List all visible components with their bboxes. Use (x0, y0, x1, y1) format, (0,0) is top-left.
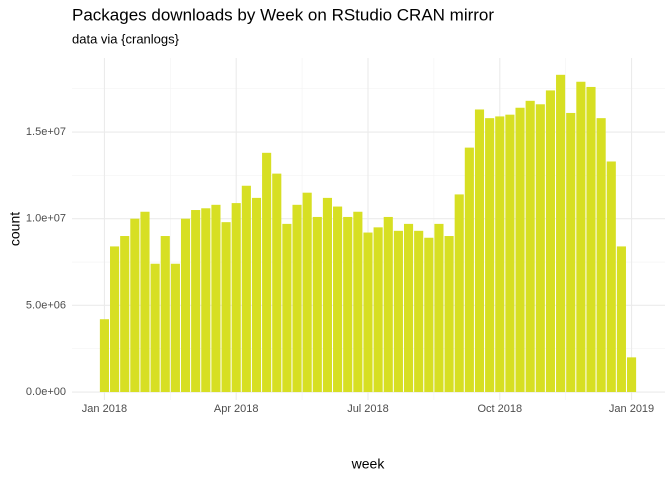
bar (282, 223, 292, 393)
bar (525, 100, 535, 393)
bar (596, 118, 606, 393)
bar (505, 114, 515, 393)
y-tick-label: 1.0e+07 (26, 213, 66, 225)
bar (586, 86, 596, 393)
bar (485, 118, 495, 393)
bar (150, 263, 160, 393)
bar (221, 222, 231, 393)
bar (373, 227, 383, 393)
bar (495, 116, 505, 393)
bar (444, 236, 454, 393)
bar (191, 210, 201, 393)
bar (160, 236, 170, 393)
bar (535, 104, 545, 393)
bar (606, 161, 616, 393)
bar (424, 237, 434, 393)
bar (211, 204, 221, 393)
bar (231, 203, 241, 393)
chart-subtitle: data via {cranlogs} (72, 31, 180, 46)
x-tick-label: Apr 2018 (214, 403, 259, 415)
bar (180, 218, 191, 393)
bar (201, 208, 211, 393)
bar (566, 112, 576, 393)
bar (251, 197, 262, 393)
bar (272, 173, 282, 393)
bar (110, 246, 120, 393)
bar (383, 216, 393, 393)
bar (140, 211, 150, 393)
bar (312, 216, 322, 393)
bar (170, 263, 180, 393)
bar (434, 223, 444, 393)
bar (414, 230, 424, 393)
bar (333, 206, 343, 393)
bar (292, 204, 302, 393)
bar (120, 236, 130, 393)
bar (626, 357, 637, 393)
y-tick-label: 1.5e+07 (26, 126, 66, 138)
bar (515, 107, 525, 393)
y-tick-label: 0.0e+00 (26, 386, 66, 398)
x-tick-label: Jul 2018 (347, 403, 389, 415)
x-tick-label: Jan 2018 (82, 403, 127, 415)
y-axis-title: count (7, 212, 23, 246)
bar (262, 152, 272, 393)
x-tick-label: Jan 2019 (609, 403, 654, 415)
bar (464, 147, 474, 393)
bar (302, 192, 312, 393)
chart-title: Packages downloads by Week on RStudio CR… (72, 5, 494, 24)
bar (241, 185, 251, 393)
bar (616, 246, 626, 393)
bar (474, 109, 485, 393)
bar (556, 74, 566, 393)
bar (454, 194, 464, 393)
bar (99, 319, 109, 393)
bar (130, 218, 140, 393)
bar (363, 232, 373, 393)
bar (393, 230, 403, 393)
bar (322, 197, 333, 393)
bar (403, 223, 414, 393)
x-axis-title: week (351, 456, 386, 472)
bar (545, 90, 556, 393)
bar (576, 81, 586, 393)
x-tick-label: Oct 2018 (477, 403, 522, 415)
bar (343, 216, 353, 393)
bar (353, 211, 363, 393)
y-tick-label: 5.0e+06 (26, 299, 66, 311)
